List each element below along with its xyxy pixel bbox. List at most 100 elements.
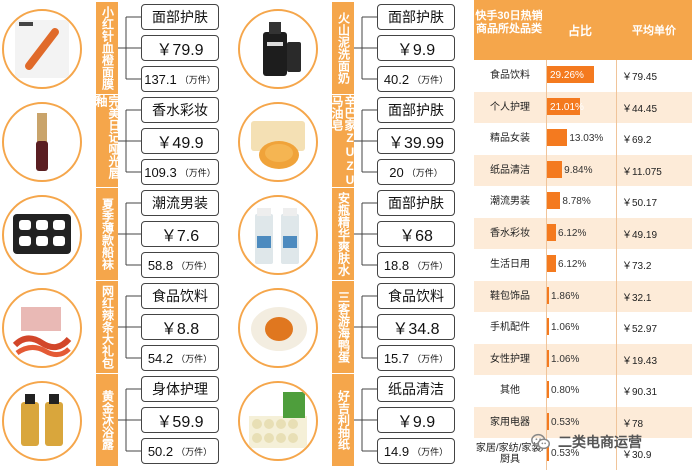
- column-divider: [546, 60, 547, 470]
- bracket-connector: [354, 374, 378, 466]
- duck-egg-icon: [251, 307, 307, 351]
- sales-unit: （万件）: [412, 353, 449, 364]
- wechat-icon: [531, 433, 550, 450]
- sales-value: 58.8: [147, 257, 174, 273]
- price-box: ￥34.8: [377, 314, 455, 340]
- row-share: 6.12%: [558, 227, 587, 239]
- row-category: 纸品清洁: [490, 164, 530, 176]
- bracket-connector: [354, 95, 378, 187]
- bracket-connector: [354, 188, 378, 280]
- product-name: 辛巴家ZUZU马油皂: [332, 95, 354, 187]
- sales-value: 15.7: [383, 350, 410, 366]
- bracket-connector: [118, 2, 142, 94]
- row-category: 个人护理: [490, 101, 530, 113]
- category-box: 食品饮料: [377, 283, 455, 309]
- table-row: 家用电器 0.53% ￥78: [474, 406, 692, 438]
- bracket-connector: [118, 95, 142, 187]
- header-share: 占比: [567, 23, 592, 38]
- product-card: 火山泥洗面奶 面部护肤 ￥9.9 40.2 （万件）: [236, 2, 456, 94]
- row-category: 精品女装: [490, 133, 530, 144]
- sales-box: 137.1 （万件）: [141, 66, 219, 92]
- product-image: [238, 195, 318, 275]
- product-image: [2, 288, 82, 368]
- category-box: 面部护肤: [377, 97, 455, 123]
- share-bar: [546, 255, 557, 272]
- row-avg-price: ￥50.17: [622, 198, 658, 209]
- sales-box: 54.2 （万件）: [141, 345, 219, 371]
- row-share: 8.78%: [562, 196, 591, 207]
- sales-value: 18.8: [383, 257, 410, 273]
- row-avg-price: ￥49.19: [622, 229, 658, 241]
- row-share: 1.06%: [551, 353, 580, 365]
- row-share: 0.53%: [551, 416, 580, 428]
- share-bar: [546, 66, 594, 83]
- price-box: ￥39.99: [377, 128, 455, 154]
- sales-unit: （万件）: [412, 446, 449, 457]
- sales-value: 40.2: [383, 71, 410, 87]
- sales-box: 58.8 （万件）: [141, 252, 219, 278]
- category-box: 香水彩妆: [141, 97, 219, 123]
- price-box: ￥7.6: [141, 221, 219, 247]
- share-bar: [546, 349, 549, 367]
- row-share: 29.26%: [550, 70, 584, 81]
- row-share: 9.84%: [564, 164, 593, 176]
- category-box: 纸品清洁: [377, 376, 455, 402]
- soap-icon: [251, 121, 305, 169]
- bracket-connector: [118, 374, 142, 466]
- product-card: 夏季薄款船袜 潮流男装 ￥7.6 58.8 （万件）: [0, 188, 220, 280]
- row-category: 其他: [500, 385, 520, 396]
- mask-icon: [15, 20, 69, 78]
- product-name: 黄金沐浴露: [96, 374, 118, 466]
- product-name: 小红针血橙面膜: [96, 2, 118, 94]
- share-bar: [546, 223, 557, 241]
- row-category: 鞋包饰品: [490, 290, 530, 302]
- sales-box: 40.2 （万件）: [377, 66, 455, 92]
- share-bar: [546, 160, 563, 178]
- table-row: 其他 0.80% ￥90.31: [474, 375, 692, 406]
- product-card: 辛巴家ZUZU马油皂 面部护肤 ￥39.99 20 （万件）: [236, 95, 456, 187]
- watermark-text: 二类电商运营: [558, 434, 642, 450]
- row-category: 香水彩妆: [490, 227, 530, 239]
- product-image: [2, 102, 82, 182]
- row-avg-price: ￥52.97: [622, 324, 658, 335]
- row-category: 生活日用: [490, 259, 530, 270]
- price-box: ￥79.9: [141, 35, 219, 61]
- table-row: 香水彩妆 6.12% ￥49.19: [474, 217, 692, 249]
- row-share: 13.03%: [569, 133, 604, 144]
- lip-gloss-icon: [36, 113, 48, 171]
- product-name: 网红辣条大礼包: [96, 281, 118, 373]
- row-share: 6.12%: [558, 259, 587, 270]
- row-avg-price: ￥79.45: [622, 72, 658, 83]
- body-wash-icon: [21, 394, 63, 446]
- product-image: [238, 288, 318, 368]
- product-name: 完美日记哑光唇釉: [96, 95, 118, 187]
- bracket-connector: [118, 188, 142, 280]
- sales-box: 109.3 （万件）: [141, 159, 219, 185]
- price-box: ￥9.9: [377, 407, 455, 433]
- sales-unit: （万件）: [176, 353, 213, 364]
- sales-unit: （万件）: [412, 74, 449, 85]
- row-share: 1.86%: [551, 290, 580, 302]
- product-image: [238, 381, 318, 461]
- share-bar: [546, 412, 549, 430]
- sales-box: 50.2 （万件）: [141, 438, 219, 464]
- sales-box: 20 （万件）: [377, 159, 455, 185]
- share-bar: [546, 286, 550, 304]
- table-row: 女性护理 1.06% ￥19.43: [474, 343, 692, 375]
- sales-box: 18.8 （万件）: [377, 252, 455, 278]
- product-name: 安瓶精华爽肤水: [332, 188, 354, 280]
- row-share: 21.01%: [550, 101, 584, 113]
- row-avg-price: ￥69.2: [622, 135, 652, 146]
- bracket-connector: [354, 2, 378, 94]
- product-name: 三客游海鸭蛋: [332, 281, 354, 373]
- product-image: [238, 102, 318, 182]
- table-row: 鞋包饰品 1.86% ￥32.1: [474, 280, 692, 312]
- product-image: [2, 9, 82, 89]
- sales-unit: （万件）: [176, 260, 213, 271]
- row-avg-price: ￥78: [622, 418, 644, 430]
- row-avg-price: ￥19.43: [622, 355, 658, 367]
- product-card: 完美日记哑光唇釉 香水彩妆 ￥49.9 109.3 （万件）: [0, 95, 220, 187]
- product-name: 火山泥洗面奶: [332, 2, 354, 94]
- bracket-connector: [354, 281, 378, 373]
- price-box: ￥8.8: [141, 314, 219, 340]
